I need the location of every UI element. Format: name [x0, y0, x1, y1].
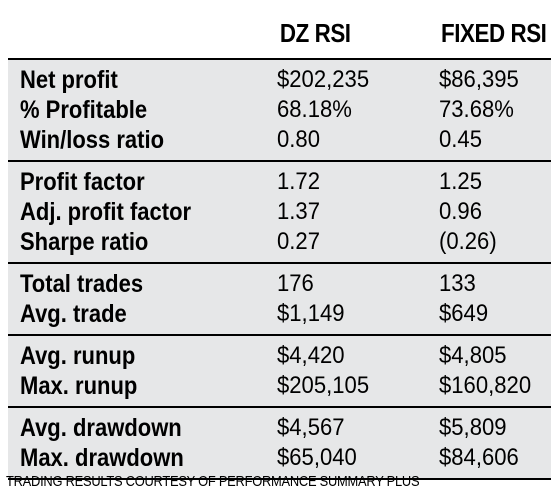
table-body: Net profit $202,235 $86,395 % Profitable 68.… — [8, 60, 551, 480]
metric-label: Win/loss ratio — [20, 125, 165, 154]
metric-label: Avg. drawdown — [20, 413, 182, 442]
metric-group: Avg. runup $4,420 $4,805 Max. runup $205,105… — [8, 336, 551, 408]
metric-label: Profit factor — [20, 167, 145, 196]
dz-rsi-value: $4,420 — [277, 342, 345, 369]
metric-group: Profit factor 1.72 1.25 Adj. profit factor 1… — [8, 162, 551, 264]
header-fixed-rsi: FIXED RSI — [441, 17, 547, 48]
dz-rsi-value: $205,105 — [277, 372, 370, 399]
table-row: Avg. drawdown $4,567 $5,809 — [8, 413, 551, 443]
fixed-rsi-value: $84,606 — [439, 444, 519, 471]
table-row: Net profit $202,235 $86,395 — [8, 65, 551, 95]
dz-rsi-value: 68.18% — [277, 96, 352, 123]
metric-group: Net profit $202,235 $86,395 % Profitable 68.… — [8, 60, 551, 162]
fixed-rsi-value: $86,395 — [439, 66, 519, 93]
fixed-rsi-value: $4,805 — [439, 342, 507, 369]
metric-label: Max. runup — [20, 371, 138, 400]
fixed-rsi-value: 1.25 — [439, 168, 482, 195]
metric-group: Total trades 176 133 Avg. trade $1,149 $649 — [8, 264, 551, 336]
dz-rsi-value: 0.27 — [277, 228, 320, 255]
metric-label: Avg. trade — [20, 299, 127, 328]
table-header: DZ RSI FIXED RSI — [8, 8, 551, 60]
table-row: Max. runup $205,105 $160,820 — [8, 371, 551, 401]
table-row: Profit factor 1.72 1.25 — [8, 167, 551, 197]
metric-label: Avg. runup — [20, 341, 136, 370]
dz-rsi-value: 1.37 — [277, 198, 320, 225]
metric-label: Total trades — [20, 269, 144, 298]
metric-label: Adj. profit factor — [20, 197, 192, 226]
fixed-rsi-value: (0.26) — [439, 228, 497, 255]
dz-rsi-value: $65,040 — [277, 444, 357, 471]
metric-label: Net profit — [20, 65, 118, 94]
dz-rsi-value: $202,235 — [277, 66, 370, 93]
dz-rsi-value: 176 — [277, 270, 314, 297]
table-row: Sharpe ratio 0.27 (0.26) — [8, 227, 551, 257]
fixed-rsi-value: 0.96 — [439, 198, 482, 225]
source-footnote: TRADING RESULTS COURTESY OF PERFORMANCE … — [6, 473, 420, 490]
header-dz-rsi: DZ RSI — [280, 17, 351, 48]
fixed-rsi-value: $160,820 — [439, 372, 532, 399]
fixed-rsi-value: 0.45 — [439, 126, 482, 153]
dz-rsi-value: $1,149 — [277, 300, 345, 327]
table-row: Avg. runup $4,420 $4,805 — [8, 341, 551, 371]
metric-label: Max. drawdown — [20, 443, 184, 472]
metric-label: Sharpe ratio — [20, 227, 149, 256]
dz-rsi-value: 1.72 — [277, 168, 320, 195]
table-row: Adj. profit factor 1.37 0.96 — [8, 197, 551, 227]
table-row: Win/loss ratio 0.80 0.45 — [8, 125, 551, 155]
table-row: Total trades 176 133 — [8, 269, 551, 299]
dz-rsi-value: $4,567 — [277, 414, 345, 441]
fixed-rsi-value: 133 — [439, 270, 476, 297]
metric-group: Avg. drawdown $4,567 $5,809 Max. drawdown $6… — [8, 408, 551, 480]
metric-label: % Profitable — [20, 95, 148, 124]
table-row: Avg. trade $1,149 $649 — [8, 299, 551, 329]
table-row: % Profitable 68.18% 73.68% — [8, 95, 551, 125]
performance-table: DZ RSI FIXED RSI Net profit $202,235 $86,3… — [8, 8, 551, 480]
fixed-rsi-value: $5,809 — [439, 414, 507, 441]
fixed-rsi-value: $649 — [439, 300, 489, 327]
table-row: Max. drawdown $65,040 $84,606 — [8, 443, 551, 473]
dz-rsi-value: 0.80 — [277, 126, 320, 153]
fixed-rsi-value: 73.68% — [439, 96, 514, 123]
